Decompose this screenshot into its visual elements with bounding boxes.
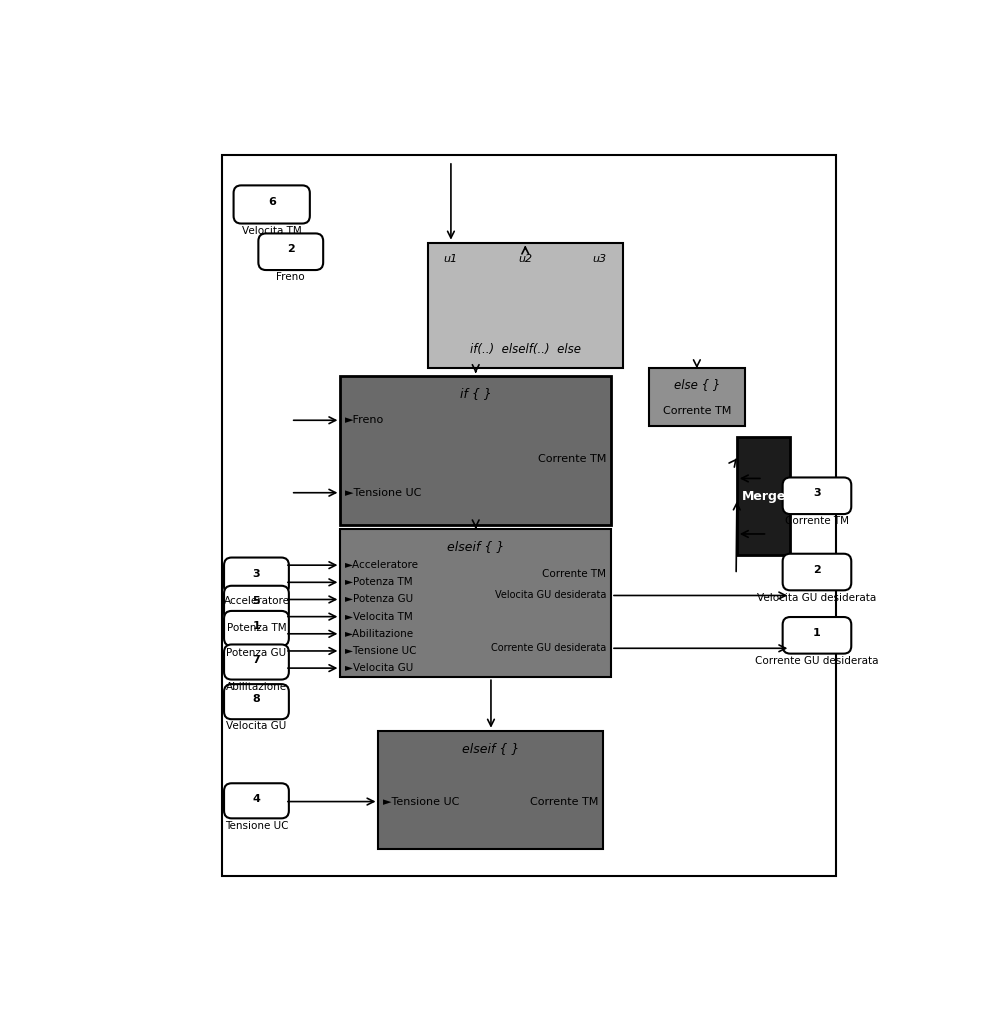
Text: Corrente TM: Corrente TM	[538, 455, 606, 464]
Text: 7: 7	[253, 654, 261, 665]
Text: Corrente TM: Corrente TM	[662, 407, 731, 417]
Text: ►Abilitazione: ►Abilitazione	[345, 629, 414, 639]
Text: ►Acceleratore: ►Acceleratore	[345, 560, 419, 570]
Text: 1: 1	[813, 628, 821, 638]
Text: Potenza GU: Potenza GU	[226, 648, 286, 658]
Text: Potenza TM: Potenza TM	[226, 624, 286, 633]
Text: Tensione UC: Tensione UC	[224, 820, 288, 830]
FancyBboxPatch shape	[259, 233, 323, 270]
FancyBboxPatch shape	[224, 644, 289, 680]
Text: ►Tensione UC: ►Tensione UC	[383, 797, 460, 807]
Text: u2: u2	[519, 254, 532, 264]
Text: Corrente TM: Corrente TM	[530, 797, 599, 807]
Bar	[340, 376, 611, 524]
Text: 1: 1	[253, 622, 261, 631]
Bar	[379, 731, 603, 849]
Text: 6: 6	[268, 198, 276, 207]
Text: Corrente GU desiderata: Corrente GU desiderata	[491, 643, 606, 653]
Text: Corrente TM: Corrente TM	[542, 569, 606, 580]
FancyBboxPatch shape	[224, 611, 289, 646]
Text: Merge: Merge	[741, 489, 786, 503]
Text: ►Freno: ►Freno	[345, 416, 384, 425]
Text: Corrente TM: Corrente TM	[785, 516, 849, 526]
Text: else { }: else { }	[674, 378, 720, 390]
Text: ►Velocita TM: ►Velocita TM	[345, 611, 412, 622]
Text: ►Tensione UC: ►Tensione UC	[345, 487, 421, 498]
Text: elseif { }: elseif { }	[447, 540, 505, 553]
Text: u1: u1	[444, 254, 458, 264]
FancyBboxPatch shape	[224, 783, 289, 818]
Bar	[340, 528, 611, 677]
Bar	[737, 437, 790, 555]
Text: elseif { }: elseif { }	[462, 742, 520, 755]
Text: 3: 3	[813, 488, 821, 499]
FancyBboxPatch shape	[233, 185, 310, 223]
Text: 2: 2	[287, 245, 294, 254]
Text: ►Tensione UC: ►Tensione UC	[345, 646, 416, 656]
Bar	[428, 243, 623, 369]
FancyBboxPatch shape	[782, 477, 851, 514]
Bar	[649, 369, 745, 426]
Text: Velocita GU desiderata: Velocita GU desiderata	[495, 591, 606, 600]
Text: Freno: Freno	[277, 272, 305, 283]
FancyBboxPatch shape	[782, 617, 851, 653]
FancyBboxPatch shape	[224, 557, 289, 594]
Text: 3: 3	[253, 568, 260, 579]
Text: 2: 2	[813, 565, 821, 574]
FancyBboxPatch shape	[782, 554, 851, 590]
Text: ►Potenza TM: ►Potenza TM	[345, 578, 412, 588]
Text: Acceleratore: Acceleratore	[223, 596, 289, 606]
Text: Corrente GU desiderata: Corrente GU desiderata	[755, 656, 879, 666]
Text: if(..)  elself(..)  else: if(..) elself(..) else	[469, 343, 581, 356]
Text: u3: u3	[592, 254, 607, 264]
Bar	[222, 155, 836, 876]
Text: ►Velocita GU: ►Velocita GU	[345, 664, 413, 673]
Text: Velocita TM: Velocita TM	[242, 226, 301, 236]
Text: Velocita GU: Velocita GU	[226, 722, 286, 731]
Text: 5: 5	[253, 596, 260, 606]
Text: 8: 8	[253, 694, 261, 705]
Text: 4: 4	[253, 794, 261, 804]
Text: Abilitazione: Abilitazione	[226, 682, 287, 692]
Text: ►Potenza GU: ►Potenza GU	[345, 595, 413, 604]
FancyBboxPatch shape	[224, 586, 289, 621]
Text: if { }: if { }	[460, 387, 492, 400]
Text: Velocita GU desiderata: Velocita GU desiderata	[758, 593, 877, 602]
FancyBboxPatch shape	[224, 684, 289, 719]
